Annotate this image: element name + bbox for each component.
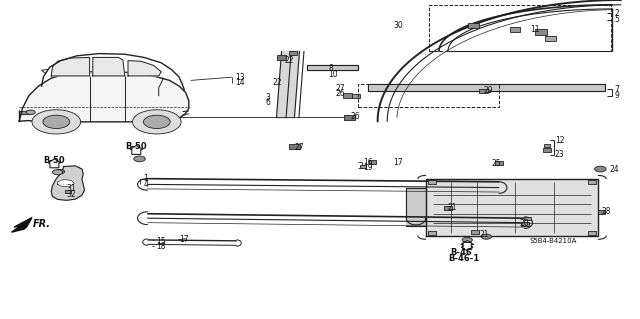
Bar — [277, 55, 286, 60]
Bar — [360, 165, 366, 168]
Polygon shape — [130, 145, 143, 154]
Bar — [369, 160, 376, 164]
Polygon shape — [461, 241, 474, 249]
Text: 7: 7 — [614, 85, 620, 94]
Text: 6: 6 — [266, 98, 271, 107]
Bar — [545, 36, 556, 41]
Polygon shape — [51, 166, 84, 200]
Text: 21: 21 — [480, 230, 490, 239]
Bar — [521, 222, 529, 226]
Circle shape — [132, 110, 181, 134]
Text: 16: 16 — [363, 158, 372, 167]
Bar — [588, 231, 596, 235]
Circle shape — [595, 166, 606, 172]
Bar — [428, 231, 436, 235]
Text: 25: 25 — [492, 159, 501, 168]
Bar — [444, 206, 452, 210]
Polygon shape — [276, 51, 291, 118]
Circle shape — [481, 234, 492, 239]
Polygon shape — [368, 84, 605, 91]
Text: B-46: B-46 — [451, 248, 472, 256]
Text: 27: 27 — [294, 143, 304, 152]
Text: 31: 31 — [66, 184, 76, 193]
Circle shape — [32, 110, 81, 134]
Text: 17: 17 — [393, 158, 403, 167]
Polygon shape — [307, 65, 358, 70]
Text: 11: 11 — [530, 26, 540, 34]
Text: 18: 18 — [156, 242, 166, 251]
Text: 24: 24 — [609, 165, 619, 174]
Text: 12: 12 — [555, 137, 564, 145]
Bar — [65, 190, 71, 193]
Bar — [429, 5, 611, 51]
Text: 17: 17 — [179, 235, 189, 244]
Polygon shape — [426, 179, 598, 236]
Polygon shape — [51, 57, 90, 76]
Bar — [524, 217, 531, 220]
Bar — [343, 93, 352, 98]
Text: 21: 21 — [448, 204, 458, 212]
Polygon shape — [406, 188, 426, 226]
Polygon shape — [128, 61, 161, 76]
Bar — [479, 89, 488, 93]
Bar — [495, 161, 503, 165]
Text: 1: 1 — [143, 174, 148, 183]
Bar — [344, 115, 355, 120]
Text: 14: 14 — [236, 78, 245, 87]
Bar — [588, 180, 596, 184]
Text: 8: 8 — [328, 64, 333, 73]
Circle shape — [462, 237, 472, 242]
Text: 10: 10 — [328, 70, 338, 78]
Text: 3: 3 — [266, 93, 271, 102]
Text: B-46-1: B-46-1 — [448, 254, 479, 263]
Text: 29: 29 — [483, 86, 493, 95]
Text: 32: 32 — [66, 190, 76, 199]
Circle shape — [134, 156, 145, 162]
Text: 26: 26 — [351, 112, 360, 121]
Bar — [358, 84, 499, 107]
Text: 15: 15 — [156, 237, 166, 246]
Bar — [544, 144, 550, 147]
Circle shape — [52, 170, 63, 175]
Bar — [543, 148, 551, 152]
Polygon shape — [58, 179, 74, 186]
Text: 28: 28 — [602, 207, 611, 216]
Circle shape — [43, 115, 70, 129]
Bar — [468, 23, 479, 28]
Text: 2: 2 — [614, 9, 619, 18]
Bar — [510, 27, 520, 32]
Polygon shape — [48, 159, 61, 168]
Bar — [598, 210, 605, 214]
Text: 22: 22 — [285, 56, 294, 65]
Text: S5B4-B4210A: S5B4-B4210A — [530, 238, 577, 244]
Text: 5: 5 — [614, 15, 620, 24]
Text: 30: 30 — [394, 21, 403, 30]
Polygon shape — [93, 57, 125, 76]
Text: 27: 27 — [335, 84, 345, 93]
Text: 9: 9 — [614, 91, 620, 100]
Bar — [352, 94, 360, 98]
Bar — [428, 180, 436, 184]
Text: 19: 19 — [363, 163, 372, 172]
Bar — [289, 51, 297, 55]
Bar — [289, 144, 300, 149]
Circle shape — [26, 110, 35, 115]
Bar — [471, 230, 479, 234]
Text: 4: 4 — [143, 180, 148, 189]
Text: 13: 13 — [236, 73, 245, 82]
Text: 23: 23 — [555, 150, 564, 159]
Circle shape — [143, 115, 170, 129]
Polygon shape — [19, 72, 189, 122]
Polygon shape — [12, 218, 32, 232]
Polygon shape — [461, 242, 473, 251]
Text: 26: 26 — [335, 89, 345, 98]
Text: 20: 20 — [520, 219, 529, 228]
Circle shape — [56, 169, 65, 174]
Text: B-50: B-50 — [125, 142, 147, 151]
Text: FR.: FR. — [33, 219, 51, 229]
Bar — [535, 29, 547, 35]
Text: 22: 22 — [273, 78, 282, 87]
Text: B-50: B-50 — [44, 156, 65, 165]
Polygon shape — [286, 51, 300, 118]
